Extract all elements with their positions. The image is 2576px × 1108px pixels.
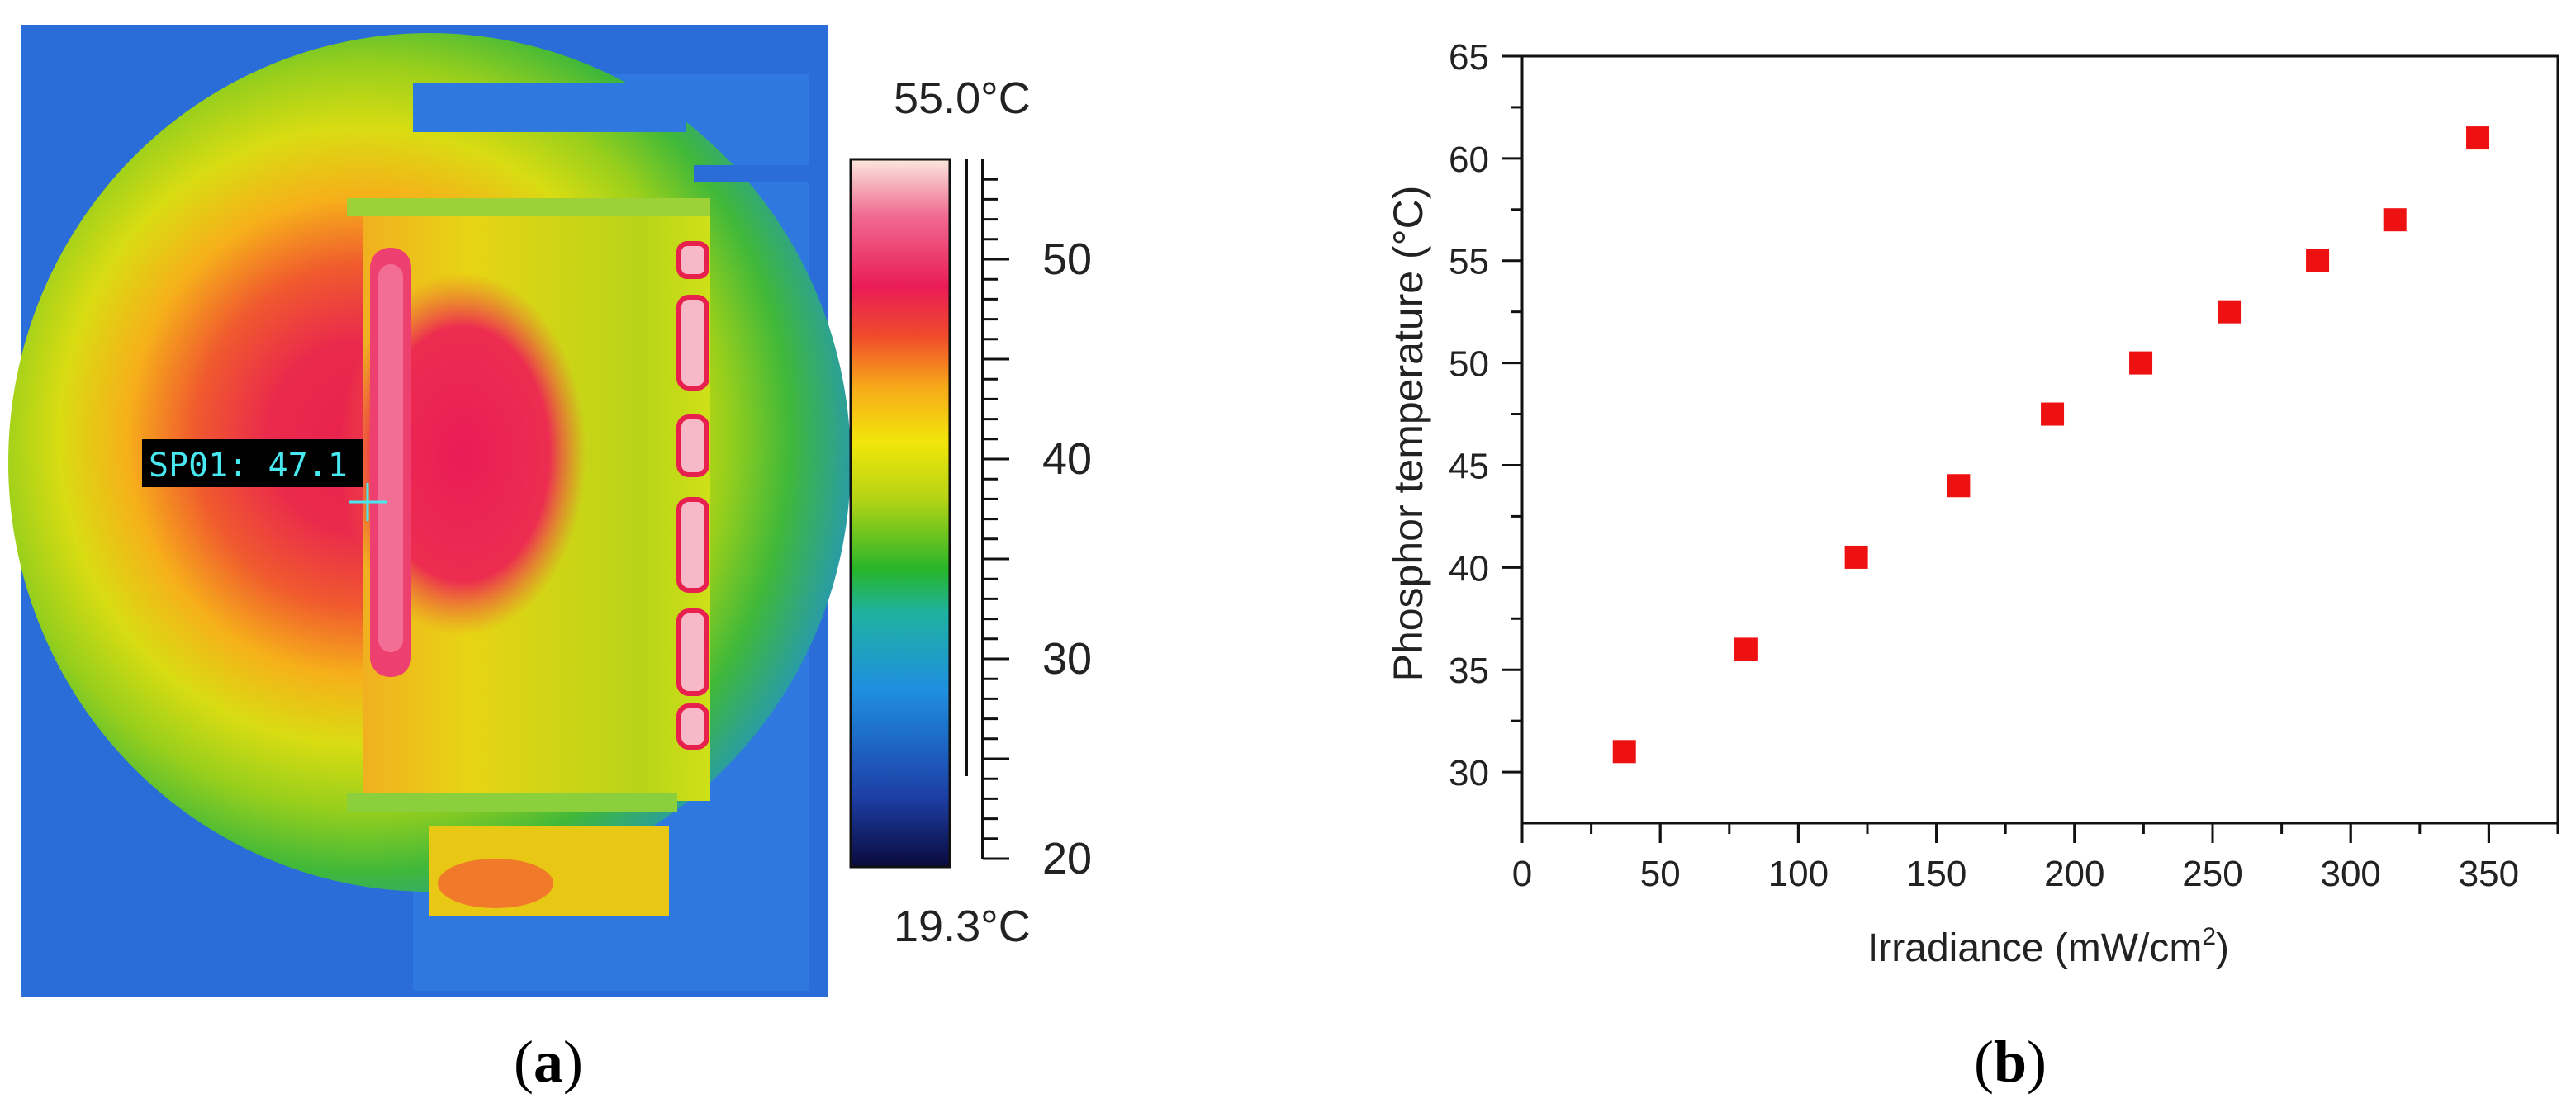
data-point [1612, 740, 1636, 764]
panel-b-label: (b) [1974, 1029, 2047, 1095]
data-point [2466, 126, 2490, 150]
y-tick-label: 50 [1449, 344, 1489, 385]
x-tick-label: 350 [2459, 854, 2519, 894]
scatter-chart: 0 50 100 150 200 250 300 350 30 35 40 45 50 55 60 65 I… [1385, 37, 2559, 970]
colorbar-gradient [849, 158, 951, 869]
x-axis-ticks: 0 50 100 150 200 250 300 350 [1512, 823, 2559, 894]
colorbar-tick-label: 40 [1042, 434, 1092, 484]
data-point [1844, 545, 1868, 569]
hot-fins [676, 241, 709, 750]
y-tick-label: 35 [1449, 651, 1489, 691]
data-point [1947, 474, 1971, 498]
plot-frame [1520, 54, 2559, 825]
scale-min-label: 19.3°C [894, 902, 1031, 951]
y-axis-ticks: 30 35 40 45 50 55 60 65 [1449, 37, 1522, 793]
x-tick-label: 50 [1640, 854, 1681, 894]
data-point [2306, 249, 2330, 272]
data-point [1734, 637, 1758, 661]
data-point [2041, 402, 2065, 426]
data-point [2383, 208, 2407, 232]
spot-marker [349, 483, 387, 521]
y-tick-label: 60 [1449, 140, 1489, 180]
y-axis-label: Phosphor temperature (°C) [1385, 186, 1431, 682]
data-point [2218, 300, 2242, 324]
y-tick-label: 40 [1449, 548, 1489, 589]
x-tick-label: 100 [1768, 854, 1829, 894]
x-tick-label: 150 [1906, 854, 1966, 894]
y-tick-label: 30 [1449, 753, 1489, 793]
y-tick-label: 55 [1449, 242, 1489, 282]
x-axis-label: Irradiance (mW/cm2) [1867, 923, 2229, 970]
y-tick-label: 65 [1449, 37, 1489, 78]
x-tick-label: 300 [2320, 854, 2380, 894]
plot-border [1520, 54, 2559, 825]
spot-label: SP01: 47.1 [149, 447, 348, 485]
x-tick-label: 0 [1512, 854, 1532, 894]
panel-a-label: (a) [514, 1029, 583, 1095]
colorbar-tick-label: 50 [1042, 234, 1092, 284]
colorbar-ticks: 50 40 30 20 [983, 178, 1092, 883]
x-tick-label: 200 [2044, 854, 2104, 894]
colorbar-tick-label: 30 [1042, 634, 1092, 684]
colorbar: 55.0°C 50 40 30 20 19.3°C [849, 73, 1092, 951]
spot-label-box [142, 439, 363, 487]
data-point [2129, 351, 2153, 375]
y-tick-label: 45 [1449, 446, 1489, 486]
thermal-image: SP01: 47.1 [8, 25, 851, 997]
data-points [1612, 126, 2490, 764]
colorbar-tick-label: 20 [1042, 834, 1092, 883]
scale-max-label: 55.0°C [894, 73, 1031, 123]
x-tick-label: 250 [2182, 854, 2242, 894]
